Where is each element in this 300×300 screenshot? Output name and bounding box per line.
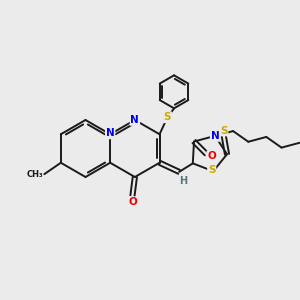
Text: N: N (106, 128, 115, 138)
Text: S: S (208, 165, 215, 175)
Text: S: S (164, 112, 171, 122)
Text: S: S (220, 125, 227, 136)
Text: CH₃: CH₃ (26, 170, 43, 179)
Text: O: O (128, 197, 137, 207)
Text: H: H (179, 176, 187, 187)
Text: O: O (207, 151, 216, 161)
Text: N: N (211, 131, 220, 141)
Text: N: N (130, 115, 139, 125)
